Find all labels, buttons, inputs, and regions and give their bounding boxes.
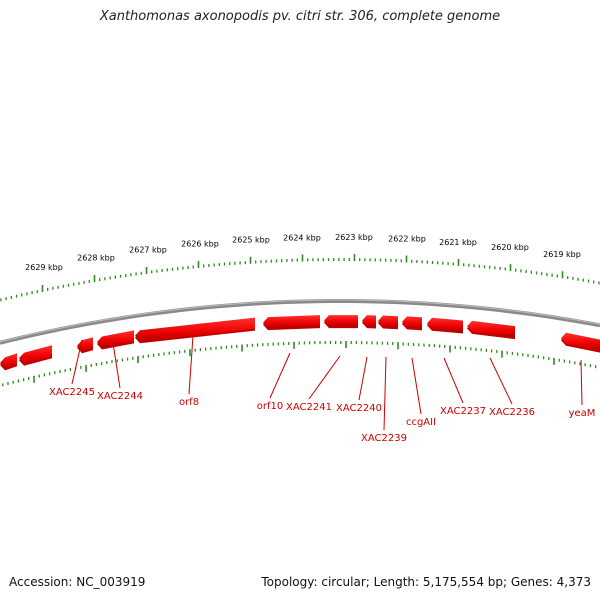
accession-text: Accession: NC_003919 (9, 575, 146, 589)
scale-label: 2624 kbp (283, 233, 321, 242)
gene-leader-line (443, 357, 464, 404)
backbone-arc (0, 298, 600, 345)
backbone-track (0, 298, 600, 345)
page-title: Xanthomonas axonopodis pv. citri str. 30… (99, 9, 501, 24)
scale-labels: 2629 kbp 2628 kbp 2627 kbp 2626 kbp 2625 kbp… (25, 233, 581, 272)
lower-tick-track (2, 341, 597, 387)
gene-arrow[interactable] (97, 330, 134, 348)
genome-stats-text: Topology: circular; Length: 5,175,554 bp… (261, 575, 591, 589)
scale-label: 2620 kbp (491, 243, 529, 252)
gene-arrow[interactable] (467, 320, 515, 338)
gene-arrow[interactable] (427, 317, 463, 332)
gene-label[interactable]: XAC2236 (489, 407, 535, 418)
scale-label: 2622 kbp (388, 235, 426, 244)
gene-leader-line (383, 356, 387, 431)
gene-arrow[interactable] (324, 315, 358, 327)
scale-label: 2621 kbp (439, 238, 477, 247)
gene-arrow[interactable] (362, 315, 376, 327)
gene-arrow[interactable] (0, 353, 17, 369)
gene-track (0, 315, 600, 371)
scale-label: 2628 kbp (77, 253, 115, 262)
gene-arrow[interactable] (19, 345, 52, 364)
gene-label[interactable]: yeaM (569, 408, 596, 419)
gene-leader-line (112, 342, 121, 389)
gene-arrow[interactable] (263, 315, 320, 329)
gene-label[interactable]: XAC2241 (286, 402, 332, 413)
gene-arrow[interactable] (561, 332, 600, 351)
gene-labels: XAC2245 XAC2244 orf8 orf10 XAC2241 XAC2240 XAC… (49, 335, 596, 444)
gene-arrow[interactable] (402, 316, 422, 329)
gene-leader-line (71, 339, 83, 385)
scale-label: 2619 kbp (543, 250, 581, 259)
gene-label[interactable]: XAC2239 (361, 433, 407, 444)
gene-label[interactable]: ccgAII (406, 417, 436, 428)
gene-leader-line (580, 359, 583, 406)
gene-label[interactable]: XAC2244 (97, 391, 143, 402)
gene-leader-line (411, 357, 422, 415)
gene-label[interactable]: XAC2240 (336, 403, 382, 414)
scale-label: 2625 kbp (232, 236, 270, 245)
gene-label[interactable]: orf8 (179, 397, 199, 408)
gene-leader-line (489, 357, 513, 405)
gene-arrow[interactable] (378, 315, 398, 328)
gene-leader-line (269, 352, 291, 399)
gene-arrow[interactable] (135, 317, 255, 342)
scale-label: 2623 kbp (335, 233, 373, 242)
scale-label: 2626 kbp (181, 240, 219, 249)
gene-leader-line (308, 355, 341, 400)
gene-arrow[interactable] (77, 337, 93, 352)
scale-label: 2627 kbp (129, 246, 167, 255)
gene-label[interactable]: XAC2237 (440, 406, 486, 417)
gene-label[interactable]: XAC2245 (49, 387, 95, 398)
gene-leader-line (358, 356, 368, 401)
upper-tick-track (0, 254, 600, 302)
gene-leader-line (188, 335, 194, 395)
gene-label[interactable]: orf10 (257, 401, 283, 412)
backbone-highlight (0, 299, 600, 343)
scale-label: 2629 kbp (25, 263, 63, 272)
